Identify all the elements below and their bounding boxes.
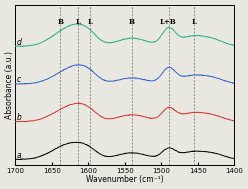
X-axis label: Wavenumber (cm⁻¹): Wavenumber (cm⁻¹)	[86, 175, 163, 184]
Text: a: a	[17, 151, 21, 160]
Text: L: L	[191, 18, 197, 26]
Text: L: L	[88, 18, 93, 26]
Y-axis label: Absorbance (a.u.): Absorbance (a.u.)	[5, 51, 14, 119]
Text: c: c	[17, 75, 21, 84]
Text: B: B	[58, 18, 63, 26]
Text: L: L	[76, 18, 81, 26]
Text: L+B: L+B	[160, 18, 177, 26]
Text: b: b	[17, 113, 22, 122]
Text: B: B	[129, 18, 135, 26]
Text: d: d	[17, 38, 22, 46]
